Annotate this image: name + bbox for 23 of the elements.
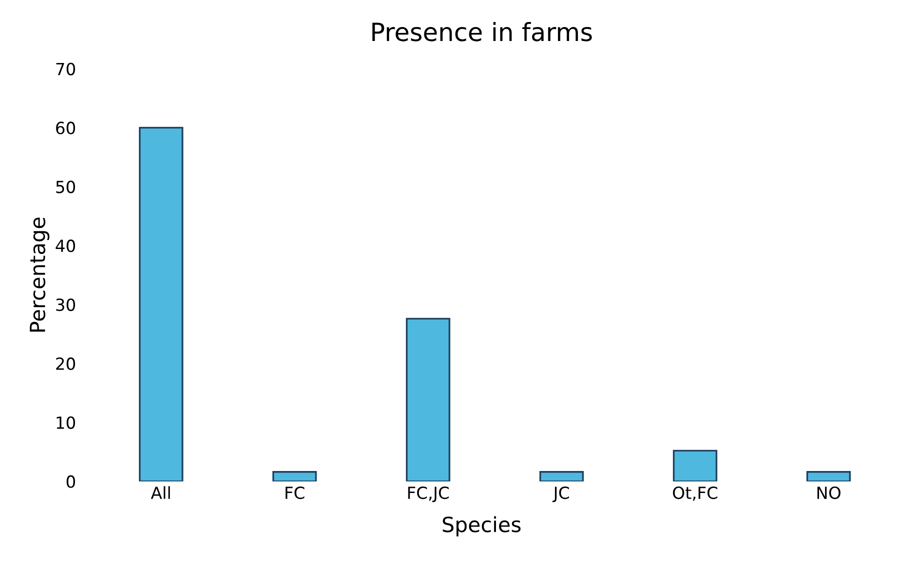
bar xyxy=(272,471,317,482)
y-tick-label: 40 xyxy=(56,240,76,252)
y-tick-label: 50 xyxy=(56,180,76,194)
y-axis-title: Percentage xyxy=(30,218,50,332)
chart-title: Presence in farms xyxy=(372,22,592,42)
y-tick-label: 30 xyxy=(56,298,76,312)
x-tick-label: NO xyxy=(817,486,840,500)
y-tick-label: 60 xyxy=(56,122,76,134)
bar xyxy=(806,471,851,482)
y-tick-label: 20 xyxy=(56,357,76,370)
y-tick-label: 0 xyxy=(66,475,76,488)
x-tick-label: Ot,FC xyxy=(672,486,718,501)
x-tick-label: All xyxy=(150,486,170,499)
x-tick-label: FC xyxy=(286,486,304,500)
bar xyxy=(406,318,450,482)
x-tick-label: JC xyxy=(552,486,569,502)
bar xyxy=(138,126,184,482)
bar xyxy=(539,471,584,482)
y-tick-label: 70 xyxy=(56,62,76,76)
x-axis-title: Species xyxy=(442,516,521,536)
x-tick-label: FC,JC xyxy=(408,486,449,502)
bar xyxy=(672,450,718,482)
y-tick-label: 10 xyxy=(56,416,76,429)
